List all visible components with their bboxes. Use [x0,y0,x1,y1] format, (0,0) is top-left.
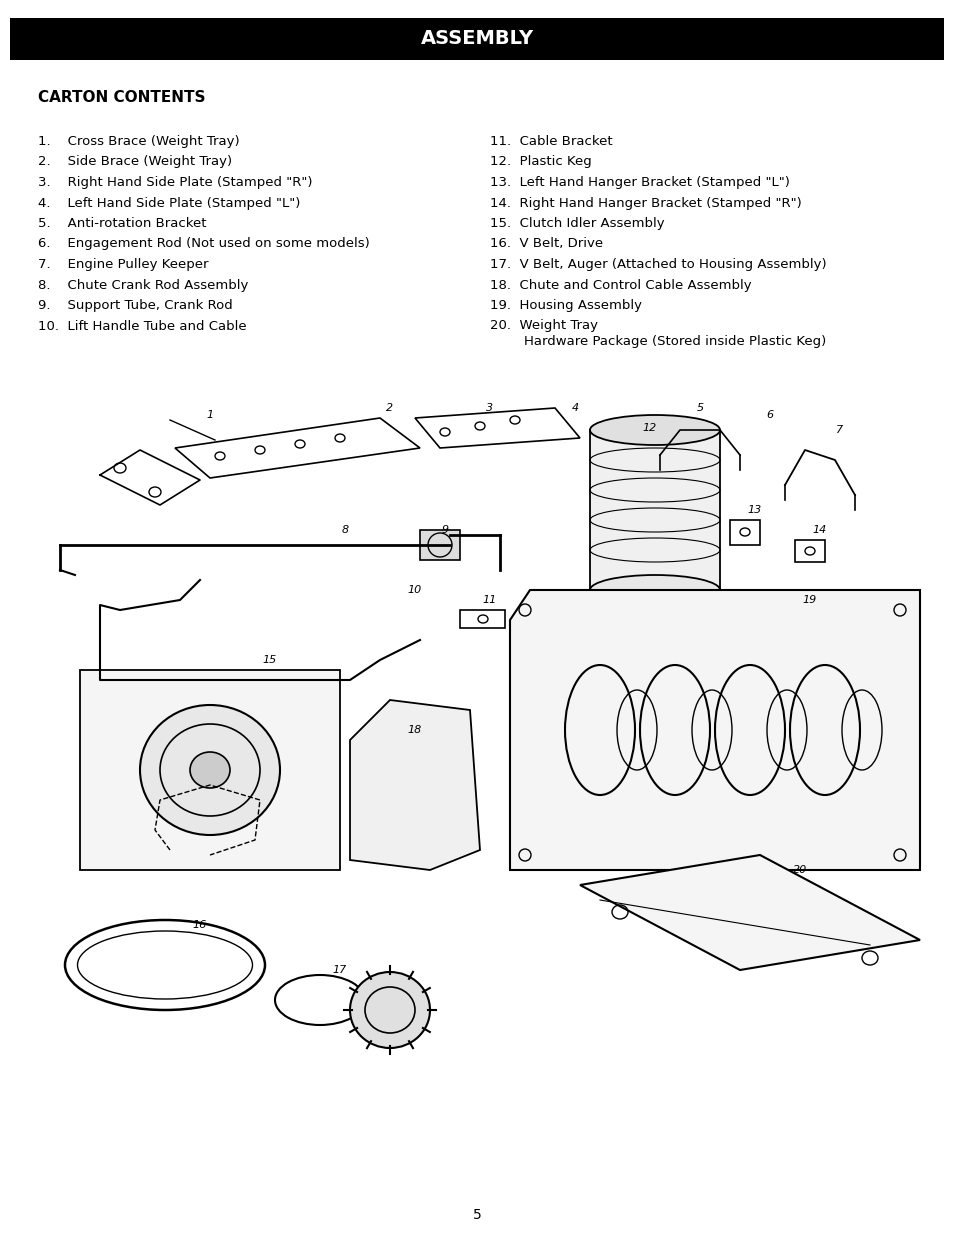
Text: 13: 13 [747,506,761,515]
Text: 20: 20 [792,865,806,875]
Text: 17.  V Belt, Auger (Attached to Housing Assembly): 17. V Belt, Auger (Attached to Housing A… [490,258,825,271]
Text: 18.  Chute and Control Cable Assembly: 18. Chute and Control Cable Assembly [490,279,751,291]
Text: 5.    Anti-rotation Bracket: 5. Anti-rotation Bracket [38,217,206,230]
Text: 6: 6 [765,410,773,420]
Text: 7: 7 [836,425,842,435]
Text: ASSEMBLY: ASSEMBLY [420,30,533,48]
Text: 16.  V Belt, Drive: 16. V Belt, Drive [490,238,602,250]
Text: 5: 5 [472,1208,481,1222]
Polygon shape [415,408,579,449]
Text: 19.  Housing Assembly: 19. Housing Assembly [490,299,641,312]
Polygon shape [350,700,479,870]
Text: 7.    Engine Pulley Keeper: 7. Engine Pulley Keeper [38,258,209,271]
Ellipse shape [190,752,230,788]
Text: 10.  Lift Handle Tube and Cable: 10. Lift Handle Tube and Cable [38,320,247,332]
Bar [794,540,824,563]
Polygon shape [579,855,919,970]
Text: 12: 12 [642,422,657,432]
Text: 4.    Left Hand Side Plate (Stamped "L"): 4. Left Hand Side Plate (Stamped "L") [38,197,300,209]
FancyBboxPatch shape [10,19,943,59]
Text: 13.  Left Hand Hanger Bracket (Stamped "L"): 13. Left Hand Hanger Bracket (Stamped "L… [490,176,789,190]
Text: 14: 14 [812,525,826,535]
Text: 3.    Right Hand Side Plate (Stamped "R"): 3. Right Hand Side Plate (Stamped "R") [38,176,313,190]
Text: 19: 19 [802,595,817,605]
Text: 5: 5 [696,403,702,413]
Bar [80,670,339,870]
Text: CARTON CONTENTS: CARTON CONTENTS [38,90,205,105]
Text: 8.    Chute Crank Rod Assembly: 8. Chute Crank Rod Assembly [38,279,248,291]
Text: 18: 18 [408,725,421,735]
Text: 3: 3 [486,403,493,413]
Text: 20.  Weight Tray
        Hardware Package (Stored inside Plastic Keg): 20. Weight Tray Hardware Package (Stored… [490,320,825,347]
Ellipse shape [589,575,720,605]
Text: 14.  Right Hand Hanger Bracket (Stamped "R"): 14. Right Hand Hanger Bracket (Stamped "… [490,197,801,209]
Text: 6.    Engagement Rod (Not used on some models): 6. Engagement Rod (Not used on some mode… [38,238,370,250]
Bar [419,530,459,560]
Polygon shape [174,418,419,478]
Bar [589,430,720,590]
Text: 9.    Support Tube, Crank Rod: 9. Support Tube, Crank Rod [38,299,233,312]
Polygon shape [510,590,919,870]
Text: 2.    Side Brace (Weight Tray): 2. Side Brace (Weight Tray) [38,156,232,169]
Ellipse shape [589,415,720,445]
Text: 4: 4 [571,403,578,413]
Text: 9: 9 [441,525,448,535]
Text: 12.  Plastic Keg: 12. Plastic Keg [490,156,591,169]
Text: 10: 10 [408,585,421,595]
Text: 15.  Clutch Idler Assembly: 15. Clutch Idler Assembly [490,217,664,230]
Text: 1.    Cross Brace (Weight Tray): 1. Cross Brace (Weight Tray) [38,135,239,147]
Text: 15: 15 [263,655,276,665]
Bar [729,520,760,545]
Text: 1: 1 [206,410,213,420]
Text: 11.  Cable Bracket: 11. Cable Bracket [490,135,612,147]
Text: 16: 16 [193,921,207,930]
Ellipse shape [140,705,280,835]
Text: 2: 2 [386,403,394,413]
Text: 11: 11 [482,595,497,605]
Bar [459,610,504,628]
Text: 17: 17 [333,965,347,975]
Text: 8: 8 [341,525,348,535]
Ellipse shape [350,973,430,1048]
